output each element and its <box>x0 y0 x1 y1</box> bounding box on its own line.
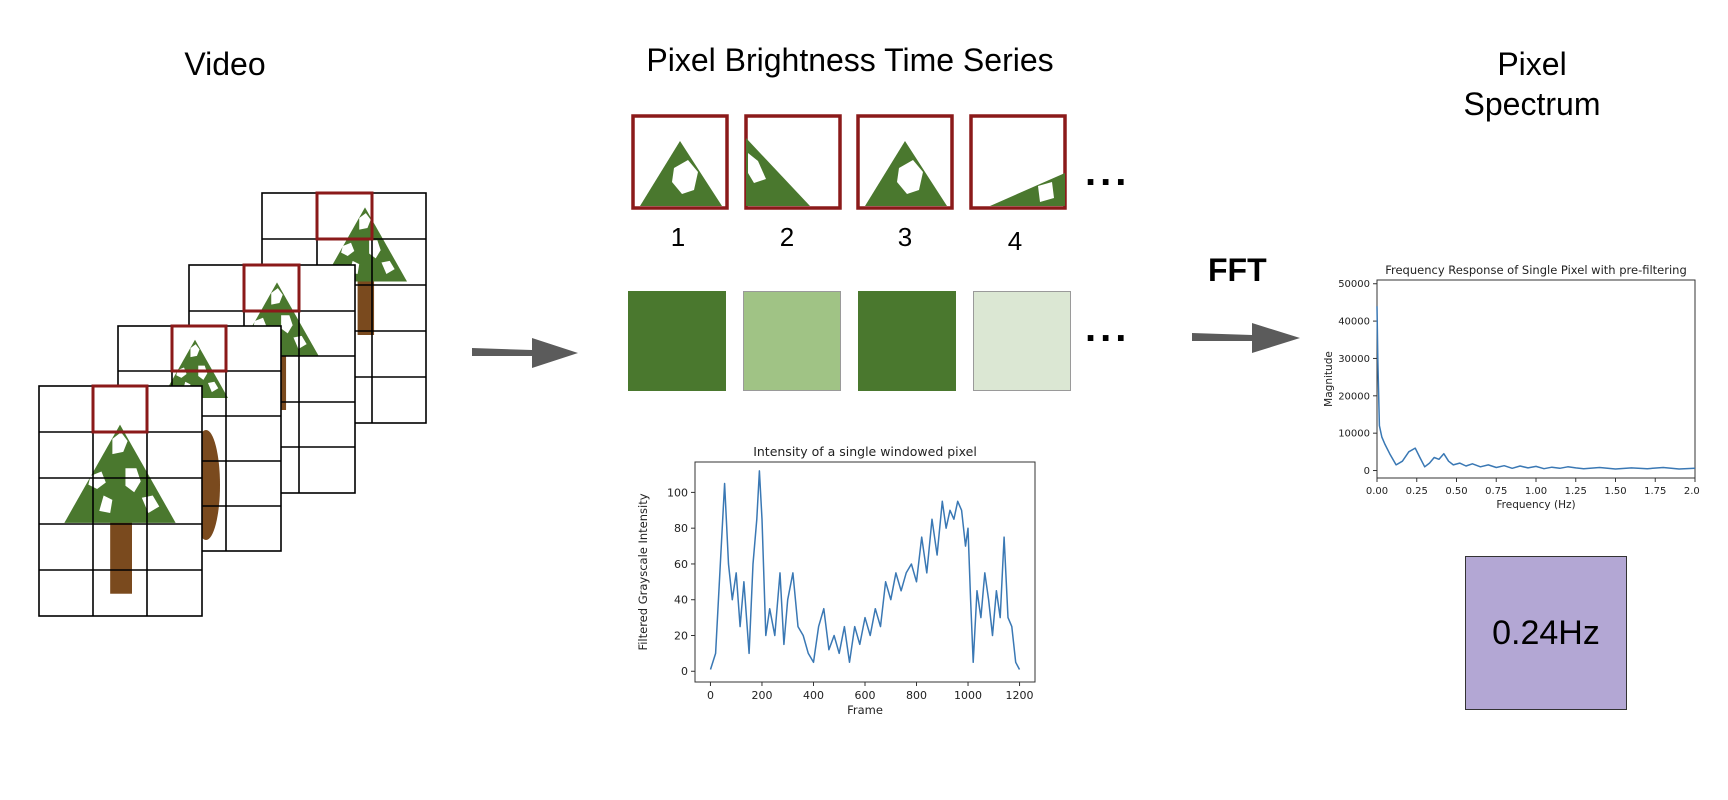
crops-ellipsis: ... <box>1085 150 1131 194</box>
spectrum-title-line1: Pixel <box>1497 46 1567 82</box>
brightness-swatch-1 <box>628 291 726 391</box>
brightness-swatch-3 <box>858 291 956 391</box>
brightness-swatch-2 <box>743 291 841 391</box>
series-line <box>709 470 1021 670</box>
spectrum-title-line2: Spectrum <box>1463 86 1601 122</box>
x-tick-label: 2.00 <box>1684 486 1700 497</box>
plot-frame <box>1376 279 1696 479</box>
x-axis-label: Frequency (Hz) <box>1496 499 1575 511</box>
y-tick-label: 60 <box>674 558 688 571</box>
y-axis-label: Magnitude <box>1323 351 1335 407</box>
y-tick-label: 80 <box>674 522 688 535</box>
x-tick-label: 1.00 <box>1525 486 1547 497</box>
x-tick-label: 600 <box>855 689 876 702</box>
x-tick-label: 1.25 <box>1565 486 1587 497</box>
brightness-swatch-4 <box>973 291 1071 391</box>
x-tick-label: 0.25 <box>1406 486 1428 497</box>
video-frame-1 <box>38 384 203 617</box>
pixel-crop-2 <box>744 114 842 210</box>
video-title: Video <box>184 46 266 82</box>
pixel-crop-1 <box>631 114 729 210</box>
series-line <box>1376 306 1696 470</box>
arrow-right-icon <box>1192 323 1300 353</box>
x-tick-label: 0.00 <box>1366 486 1388 497</box>
x-tick-label: 0.75 <box>1485 486 1507 497</box>
chart-title: Frequency Response of Single Pixel with … <box>1385 263 1687 277</box>
y-tick-label: 40 <box>674 594 688 607</box>
y-axis-label: Filtered Grayscale Intensity <box>636 493 650 650</box>
y-tick-label: 40000 <box>1338 317 1370 328</box>
y-tick-label: 20 <box>674 629 688 642</box>
x-tick-label: 1200 <box>1006 689 1034 702</box>
video-frames-stack <box>38 191 427 617</box>
dominant-frequency-value: 0.24Hz <box>1492 613 1600 652</box>
x-tick-label: 800 <box>906 689 927 702</box>
y-tick-label: 100 <box>667 486 688 499</box>
pixel-crop-3 <box>856 114 954 210</box>
swatches-ellipsis: ... <box>1085 306 1131 350</box>
y-tick-label: 0 <box>1364 466 1370 477</box>
x-tick-label: 0 <box>707 689 714 702</box>
fft-label: FFT <box>1208 252 1267 288</box>
dominant-frequency-box: 0.24Hz <box>1465 556 1627 710</box>
x-axis-label: Frame <box>847 703 883 717</box>
x-tick-label: 1.75 <box>1644 486 1666 497</box>
pixel-window-crops <box>631 114 1067 210</box>
x-tick-label: 0.50 <box>1445 486 1467 497</box>
frame-label-3: 3 <box>897 222 913 252</box>
plot-frame <box>694 461 1036 683</box>
arrow-right-icon <box>472 338 578 368</box>
y-tick-label: 20000 <box>1338 391 1370 402</box>
timeseries-title: Pixel Brightness Time Series <box>646 42 1054 78</box>
frame-label-4: 4 <box>1007 226 1023 256</box>
y-tick-label: 30000 <box>1338 354 1370 365</box>
x-tick-label: 1.50 <box>1604 486 1626 497</box>
y-tick-label: 50000 <box>1338 279 1370 290</box>
frame-label-2: 2 <box>779 222 795 252</box>
y-tick-label: 0 <box>681 665 688 678</box>
chart-title: Intensity of a single windowed pixel <box>753 444 977 459</box>
x-tick-label: 1000 <box>954 689 982 702</box>
x-tick-label: 400 <box>803 689 824 702</box>
frequency-response-chart: Frequency Response of Single Pixel with … <box>1323 263 1700 511</box>
x-tick-label: 200 <box>751 689 772 702</box>
pixel-crop-4 <box>969 114 1067 210</box>
y-tick-label: 10000 <box>1338 429 1370 440</box>
frame-label-1: 1 <box>670 222 686 252</box>
